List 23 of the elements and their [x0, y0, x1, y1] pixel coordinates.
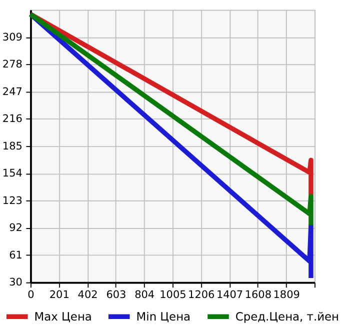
- y-tick-label: 309: [2, 31, 22, 44]
- y-tick-label: 278: [2, 58, 22, 71]
- x-tick-label: 1005: [160, 289, 186, 302]
- legend-label: Max Цена: [34, 309, 92, 324]
- x-tick-label: 1608: [244, 289, 272, 302]
- y-tick-label: 154: [2, 168, 23, 180]
- x-tick-label: 1407: [216, 289, 244, 302]
- x-tick-label: 201: [49, 289, 70, 302]
- y-tick-label: 92: [9, 222, 22, 234]
- legend-label: Min Цена: [136, 309, 191, 324]
- y-tick-label: 185: [2, 140, 22, 152]
- x-tick-label: 402: [78, 289, 98, 302]
- y-tick-label: 30: [9, 276, 22, 289]
- x-tick-label: 804: [134, 289, 155, 302]
- x-tick-label: 1809: [273, 289, 300, 302]
- x-tick-label: 603: [106, 289, 126, 302]
- x-tick-label: 1206: [188, 289, 215, 302]
- legend-label: Сред.Цена, т.йен: [235, 309, 340, 324]
- x-tick-label: 0: [28, 289, 34, 302]
- y-tick-label: 61: [9, 249, 22, 262]
- y-tick-label: 123: [2, 194, 22, 207]
- y-tick-label: 247: [2, 86, 22, 98]
- y-tick-label: 216: [2, 113, 22, 126]
